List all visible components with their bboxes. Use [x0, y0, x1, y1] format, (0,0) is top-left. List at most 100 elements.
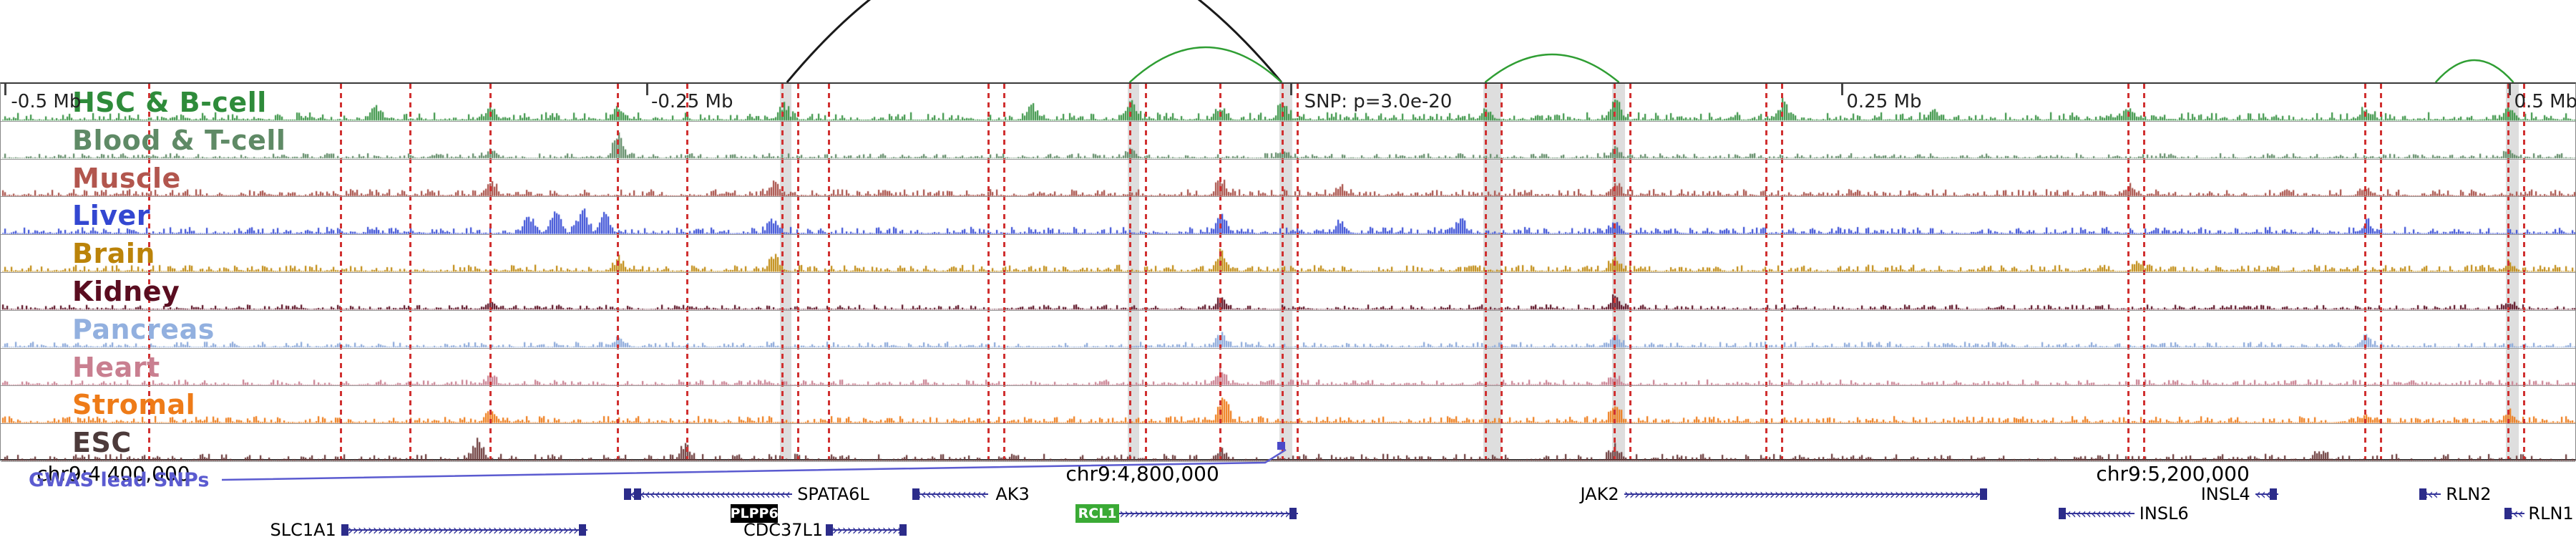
gene-label-ak3[interactable]: AK3 [995, 484, 1030, 504]
track-row-kidney: Kidney [1, 273, 2575, 311]
gwas-snp-line [2507, 84, 2510, 459]
gwas-snp-line [339, 84, 342, 459]
track-label-esc[interactable]: ESC [72, 427, 132, 459]
coordinate-label: chr9:5,200,000 [2096, 462, 2250, 486]
gwas-snp-line [1281, 84, 1284, 459]
gwas-snp-line [1765, 84, 1768, 459]
interaction-arc-green [1484, 53, 1620, 82]
gene-exon-spata6l [623, 488, 631, 500]
gwas-snp-line [1780, 84, 1783, 459]
ruler-tick [1841, 84, 1844, 95]
gene-exon-slc1a1 [341, 524, 349, 536]
gene-body-insl6[interactable]: ‹‹‹‹‹‹‹‹‹‹‹‹‹‹ [2061, 505, 2135, 522]
gwas-snp-line [1629, 84, 1631, 459]
gene-exon-slc1a1 [578, 524, 586, 536]
gwas-snp-line [1297, 84, 1299, 459]
gwas-snp-line [987, 84, 990, 459]
gene-body-rln1[interactable]: ‹‹‹ [2507, 505, 2524, 522]
chromatin-interaction-arcs [786, 0, 2514, 82]
track-row-heart: Heart [1, 349, 2575, 387]
gene-label-rln2[interactable]: RLN2 [2446, 484, 2492, 504]
gwas-snp-line [2379, 84, 2382, 459]
gene-label-jak2[interactable]: JAK2 [1580, 484, 1619, 504]
gene-exon-cdc37l1 [899, 524, 907, 536]
track-label-stromal[interactable]: Stromal [72, 389, 196, 421]
track-label-liver[interactable]: Liver [72, 200, 151, 232]
gene-label-spata6l[interactable]: SPATA6L [797, 484, 869, 504]
gwas-snp-line [2364, 84, 2367, 459]
gene-exon-insl6 [2058, 508, 2066, 519]
ruler-label: SNP: p=3.0e-20 [1304, 91, 1453, 112]
gene-label-box-rcl1[interactable]: RCL1 [1075, 504, 1120, 523]
gwas-snp-line [1613, 84, 1616, 459]
track-rows-layer: HSC & B-cell Blood & T-cell Muscle Liver Bra… [1, 84, 2575, 462]
signal-canvas[interactable] [1, 84, 2576, 462]
gene-exon-rln2 [2419, 488, 2426, 500]
gwas-snp-line [2127, 84, 2130, 459]
gwas-snp-line [686, 84, 688, 459]
ruler-label: 0.25 Mb [1846, 91, 1922, 112]
gwas-snp-line [489, 84, 492, 459]
interaction-arc-green [1128, 46, 1282, 82]
gene-body-jak2[interactable]: ››››››››››››››››››››››››››››››››››››››››… [1624, 486, 1988, 503]
gwas-snp-line [616, 84, 619, 459]
track-row-pancreas: Pancreas [1, 311, 2575, 349]
gwas-snp-lines-layer [1, 84, 2575, 459]
track-row-blood-t-cell: Blood & T-cell [1, 122, 2575, 160]
gene-body-slc1a1[interactable]: ››››››››››››››››››››››››››››››››››››››››… [342, 521, 587, 539]
ruler-tick [2508, 84, 2511, 95]
interaction-arc-green [2434, 59, 2514, 82]
gene-label-box-plpp6[interactable]: PLPP6 [730, 504, 779, 523]
gwas-snp-line [827, 84, 830, 459]
gwas-snp-line [1002, 84, 1005, 459]
track-label-heart[interactable]: Heart [72, 351, 160, 383]
gwas-lead-snps-label: GWAS lead SNPs [29, 469, 210, 491]
gene-body-rcl1[interactable]: ››››››››››››››››››››››››››››››››››› [1119, 505, 1299, 522]
gene-label-cdc37l1[interactable]: CDC37L1 [743, 520, 824, 540]
gwas-snp-line [1219, 84, 1222, 459]
gene-exon-insl4 [2270, 488, 2277, 500]
gene-label-insl6[interactable]: INSL6 [2139, 503, 2189, 524]
gwas-snp-line [2142, 84, 2145, 459]
gwas-snp-line [147, 84, 150, 459]
track-row-hsc-b-cell: HSC & B-cell [1, 84, 2575, 122]
gwas-snp-line [1129, 84, 1132, 459]
gene-exon-rcl1 [1289, 508, 1297, 519]
track-label-kidney[interactable]: Kidney [72, 276, 180, 307]
track-label-hsc-b-cell[interactable]: HSC & B-cell [72, 87, 267, 118]
ruler-tick [4, 84, 7, 95]
track-row-brain: Brain [1, 235, 2575, 273]
track-label-pancreas[interactable]: Pancreas [72, 313, 215, 345]
track-row-liver: Liver [1, 197, 2575, 236]
gwas-snp-line [409, 84, 411, 459]
gene-label-rln1[interactable]: RLN1 [2528, 503, 2574, 524]
track-row-muscle: Muscle [1, 160, 2575, 198]
gwas-snp-line [2522, 84, 2525, 459]
gene-body-spata6l[interactable]: ‹‹‹‹‹‹‹‹‹‹‹‹‹‹‹‹‹‹‹‹‹‹‹‹‹‹‹‹‹‹‹‹‹ [625, 486, 792, 503]
gene-label-slc1a1[interactable]: SLC1A1 [270, 520, 336, 540]
gene-exon-spata6l [634, 488, 641, 500]
gwas-snp-line [1144, 84, 1147, 459]
track-label-muscle[interactable]: Muscle [72, 162, 181, 194]
ruler-tick [645, 84, 648, 95]
gwas-snp-line [1500, 84, 1503, 459]
gwas-snp-line [1484, 84, 1487, 459]
relative-position-ruler: -0.5 Mb -0.25 Mb SNP: p=3.0e-20 0.25 Mb 0.5 … [1, 84, 2576, 459]
ruler-tick [1289, 84, 1292, 95]
gene-body-cdc37l1[interactable]: ››››››››››››››› [826, 521, 906, 539]
track-label-blood-t-cell[interactable]: Blood & T-cell [72, 124, 286, 156]
coordinate-label: chr9:4,400,000 [36, 462, 190, 486]
gene-exon-jak2 [1980, 488, 1987, 500]
gene-label-insl4[interactable]: INSL4 [2200, 484, 2250, 504]
track-row-esc: ESC [1, 424, 2575, 462]
gene-exon-rln1 [2504, 508, 2512, 519]
gene-exon-cdc37l1 [826, 524, 834, 536]
gene-body-ak3[interactable]: ‹‹‹‹‹‹‹‹‹‹‹‹‹‹ [915, 486, 988, 503]
track-label-brain[interactable]: Brain [72, 238, 155, 270]
track-row-stromal: Stromal [1, 386, 2575, 425]
tracks-panel: HSC & B-cell Blood & T-cell Muscle Liver Bra… [0, 82, 2576, 462]
gwas-snp-line [796, 84, 799, 459]
ruler-label: -0.25 Mb [651, 91, 733, 112]
ruler-label: -0.5 Mb [11, 91, 82, 112]
